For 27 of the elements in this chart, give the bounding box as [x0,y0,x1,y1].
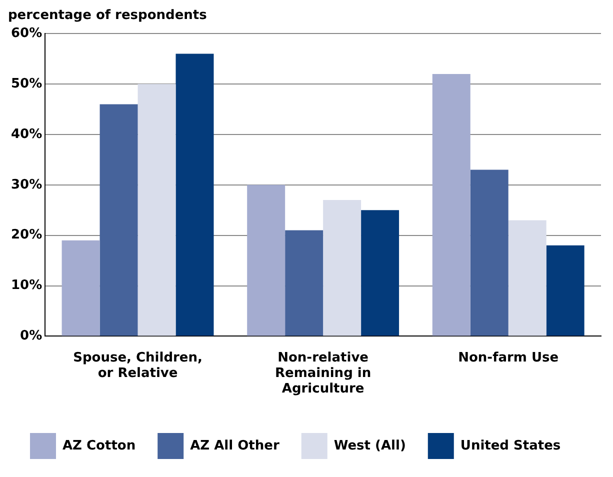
bar [508,220,546,336]
y-tick-label: 40% [10,126,42,142]
y-tick-label: 0% [20,328,42,344]
bar [138,84,176,336]
bar [247,184,286,336]
bar [546,245,584,336]
bar [470,170,508,336]
legend-label: AZ Cotton [62,438,136,454]
bar [62,240,100,336]
y-tick-label: 20% [10,228,42,243]
bar [361,210,400,336]
x-tick-label: Non-relative Remaining in Agriculture [274,350,372,397]
y-tick-label: 30% [10,177,42,192]
y-tick-label: 60% [10,26,42,41]
y-tick-label: 50% [10,76,42,92]
bar [176,54,214,336]
x-tick-label: Non-farm Use [458,350,559,366]
bar [432,74,470,336]
legend-label: AZ All Other [190,438,280,454]
y-tick-label: 10% [10,278,42,294]
y-axis-title: percentage of respondents [8,8,208,24]
bar [285,230,324,336]
legend-label: United States [460,438,561,454]
x-tick-label: Spouse, Children, or Relative [73,350,202,381]
bar [323,200,362,336]
bar [100,104,138,336]
legend-label: West (All) [334,438,406,454]
